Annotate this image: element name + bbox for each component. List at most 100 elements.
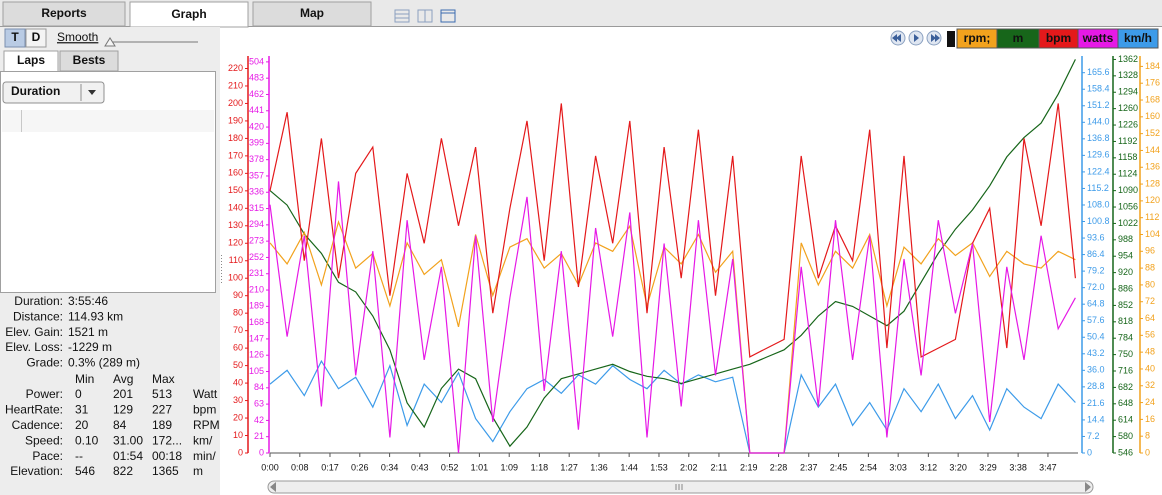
stat-value: 3:55:46 xyxy=(68,294,108,308)
y-tick-label: 70 xyxy=(233,325,243,335)
stat-header: Max xyxy=(152,372,175,386)
stat-cell: km/ xyxy=(193,433,213,447)
series-line xyxy=(269,181,1076,454)
stat-cell: 822 xyxy=(113,464,133,478)
y-tick-label: 1056 xyxy=(1118,201,1138,211)
y-tick-label: 16 xyxy=(1145,414,1155,424)
y-tick-label: 357 xyxy=(249,170,264,180)
tab[interactable] xyxy=(2,1,126,27)
x-tick-label: 2:45 xyxy=(830,462,848,472)
y-tick-label: 93.6 xyxy=(1087,232,1105,242)
y-tick-label: 100 xyxy=(228,273,243,283)
y-tick-label: 165.6 xyxy=(1087,67,1110,77)
stat-cell: 0.10 xyxy=(75,433,99,447)
y-tick-label: 60 xyxy=(233,343,243,353)
stat-header: Avg xyxy=(113,372,133,386)
playback-icons xyxy=(892,34,940,42)
legend-label: watts xyxy=(1082,31,1114,45)
slider-thumb[interactable] xyxy=(104,37,116,47)
y-tick-label: 144.0 xyxy=(1087,117,1110,127)
legend-label: m xyxy=(1013,31,1024,45)
y-tick-label: 1362 xyxy=(1118,54,1138,64)
y-tick-label: 1294 xyxy=(1118,87,1138,97)
y-tick-label: 100.8 xyxy=(1087,216,1110,226)
x-tick-label: 2:37 xyxy=(800,462,818,472)
tab-label: Map xyxy=(300,6,324,20)
stat-cell: bpm xyxy=(193,403,216,417)
y-tick-label: 64 xyxy=(1145,313,1155,323)
y-tick-label: 112 xyxy=(1145,212,1159,222)
y-tick-label: 63 xyxy=(254,398,264,408)
y-tick-label: 21 xyxy=(254,431,264,441)
y-tick-label: 79.2 xyxy=(1087,265,1105,275)
y-tick-label: 158.4 xyxy=(1087,84,1110,94)
y-tick-label: 483 xyxy=(249,73,264,83)
stat-label: Elev. Loss: xyxy=(5,340,63,354)
y-tick-label: 614 xyxy=(1118,415,1133,425)
y-tick-label: 168 xyxy=(1145,94,1160,104)
y-tick-label: 180 xyxy=(228,133,243,143)
y-tick-label: 7.2 xyxy=(1087,431,1100,441)
y-tick-label: 170 xyxy=(228,150,243,160)
y-tick-label: 294 xyxy=(249,219,264,229)
y-tick-label: 96 xyxy=(1145,246,1155,256)
y-tick-label: 315 xyxy=(249,203,264,213)
x-tick-label: 3:38 xyxy=(1009,462,1027,472)
stat-cell: 84 xyxy=(113,418,127,432)
y-tick-label: 399 xyxy=(249,138,264,148)
dropdown[interactable] xyxy=(2,81,105,104)
stat-cell: 172... xyxy=(152,433,182,447)
stat-label: Speed: xyxy=(25,433,63,447)
y-tick-label: 176 xyxy=(1145,78,1160,88)
y-tick-label: 210 xyxy=(228,80,243,90)
y-tick-label: 273 xyxy=(249,236,264,246)
stat-cell: min/ xyxy=(193,449,216,463)
y-tick-label: 120 xyxy=(228,238,243,248)
x-tick-label: 3:20 xyxy=(949,462,967,472)
y-tick-label: 954 xyxy=(1118,251,1133,261)
y-tick-label: 1226 xyxy=(1118,119,1138,129)
y-tick-label: 90 xyxy=(233,290,243,300)
y-tick-label: 24 xyxy=(1145,397,1155,407)
toggle-button[interactable] xyxy=(4,28,26,48)
dropdown-arrow xyxy=(88,90,96,95)
scrollbar[interactable] xyxy=(267,480,1094,494)
y-tick-label: 0 xyxy=(1087,447,1092,457)
y-tick-label: 40 xyxy=(233,377,243,387)
y-tick-label: 184 xyxy=(1145,61,1160,71)
stats: Duration: 3:55:46 Distance: 114.93 km Elev. … xyxy=(5,294,220,478)
series-line xyxy=(269,359,1076,454)
y-tick-label: 1192 xyxy=(1118,136,1137,146)
x-tick-label: 1:36 xyxy=(590,462,608,472)
y-tick-label: 136.8 xyxy=(1087,133,1110,143)
y-tick-label: 21.6 xyxy=(1087,398,1105,408)
stat-cell: 1365 xyxy=(152,464,179,478)
y-tick-label: 441 xyxy=(249,105,264,115)
x-tick-label: 2:19 xyxy=(740,462,758,472)
y-tick-label: 8 xyxy=(1145,431,1150,441)
y-tick-label: 1124 xyxy=(1118,169,1137,179)
y-tick-label: 682 xyxy=(1118,382,1133,392)
tab-active[interactable] xyxy=(129,1,249,28)
y-tick-label: 716 xyxy=(1118,365,1133,375)
y-tick-label: 14.4 xyxy=(1087,414,1105,424)
stat-cell: 00:18 xyxy=(152,449,182,463)
y-tick-label: 10 xyxy=(233,430,243,440)
stat-cell: 189 xyxy=(152,418,172,432)
stat-label: Power: xyxy=(26,387,63,401)
y-tick-label: 130 xyxy=(228,220,243,230)
x-tick-label: 1:18 xyxy=(531,462,549,472)
legend: rpm; m bpm watts km/h xyxy=(956,28,1159,49)
panel-tab-label: Bests xyxy=(73,53,106,67)
y-tick-label: 546 xyxy=(1118,447,1133,457)
stat-label: Grade: xyxy=(26,355,63,369)
list-header xyxy=(2,110,214,132)
y-tick-label: 36.0 xyxy=(1087,365,1105,375)
x-tick-label: 1:53 xyxy=(650,462,668,472)
tab[interactable] xyxy=(252,1,372,27)
y-tick-label: 0 xyxy=(238,447,243,457)
y-tick-label: 110 xyxy=(229,255,243,265)
toggle-button[interactable] xyxy=(25,28,47,48)
x-tick-label: 1:27 xyxy=(560,462,578,472)
layout-icons[interactable] xyxy=(394,9,456,23)
